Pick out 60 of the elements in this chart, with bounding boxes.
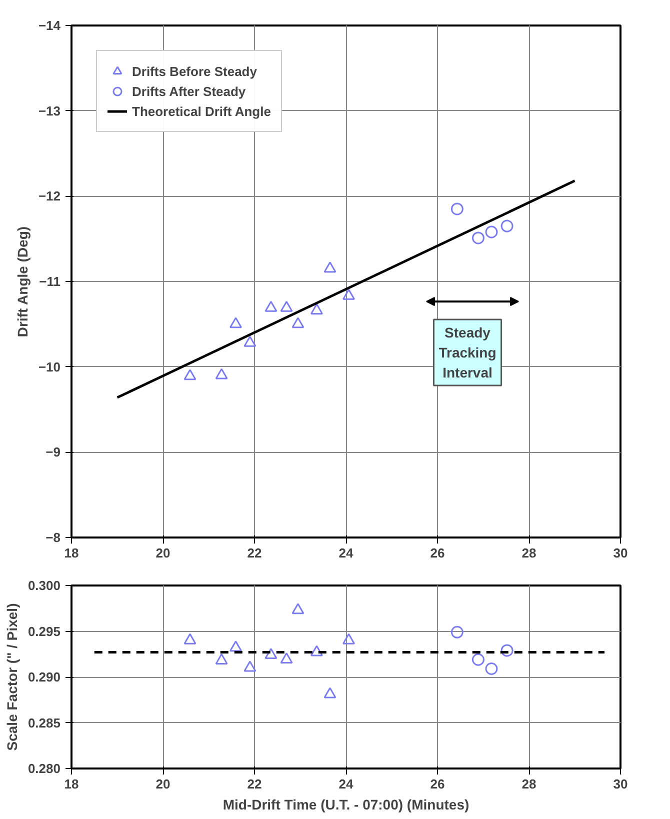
x-tick-label: 30 <box>613 546 628 560</box>
y-tick-label: −14 <box>38 18 62 33</box>
x-tick-label: 26 <box>430 776 445 792</box>
x-tick-label: 24 <box>338 546 354 560</box>
point <box>472 232 484 244</box>
y-tick-label: −8 <box>46 530 61 545</box>
point <box>450 626 464 638</box>
point <box>500 644 514 657</box>
legend-label: Drifts After Steady <box>132 84 246 98</box>
y-tick-label: −9 <box>46 444 61 460</box>
legend-label: Theoretical Drift Angle <box>132 104 271 118</box>
point <box>244 336 256 347</box>
y-tick-label: 0.280 <box>28 761 61 776</box>
point <box>342 633 355 644</box>
point <box>184 369 196 380</box>
x-tick-label: 26 <box>430 546 445 560</box>
point <box>342 288 355 300</box>
x-tick-label: 28 <box>522 776 536 792</box>
y-tick-label: 0.300 <box>28 578 61 593</box>
point <box>280 652 293 664</box>
point <box>292 317 304 328</box>
y-tick-label: 0.295 <box>28 624 61 639</box>
point <box>472 653 484 666</box>
y-tick-label: −13 <box>38 103 61 118</box>
x-tick-label: 22 <box>247 776 262 792</box>
y-tick-label: −12 <box>38 188 61 204</box>
y-tick-label: 0.290 <box>28 670 61 684</box>
point <box>310 303 323 314</box>
point <box>485 226 498 238</box>
x-tick-label: 18 <box>64 546 79 560</box>
y-tick-label: 0.285 <box>28 715 61 730</box>
x-tick-label: 28 <box>522 546 536 560</box>
point <box>324 262 336 273</box>
legend-label: Drifts Before Steady <box>132 64 257 78</box>
x-tick-label: 30 <box>613 776 628 792</box>
point <box>264 300 278 312</box>
point <box>310 645 323 656</box>
x-tick-label: 24 <box>338 776 354 792</box>
point <box>244 660 256 672</box>
y-tick-label: −11 <box>39 274 61 289</box>
y-axis-title: Scale Factor (" / Pixel) <box>4 603 20 751</box>
x-tick-label: 20 <box>156 776 170 792</box>
annotation: Steady Tracking Interval <box>438 324 496 380</box>
point <box>500 220 514 232</box>
x-axis-title: Mid-Drift Time (U.T. - 07:00) (Minutes) <box>222 796 470 812</box>
point <box>264 648 278 659</box>
point <box>229 640 242 652</box>
x-tick-label: 20 <box>156 546 170 560</box>
point <box>280 300 293 312</box>
x-tick-label: 18 <box>64 776 79 792</box>
point <box>324 687 336 698</box>
y-axis-title: Drift Angle (Deg) <box>14 226 30 338</box>
point <box>292 603 304 614</box>
x-tick-label: 22 <box>247 546 262 560</box>
point <box>184 633 196 644</box>
y-tick-label: −10 <box>38 359 61 374</box>
point <box>229 317 242 328</box>
point <box>215 368 228 380</box>
point <box>215 653 228 664</box>
point <box>450 202 464 216</box>
